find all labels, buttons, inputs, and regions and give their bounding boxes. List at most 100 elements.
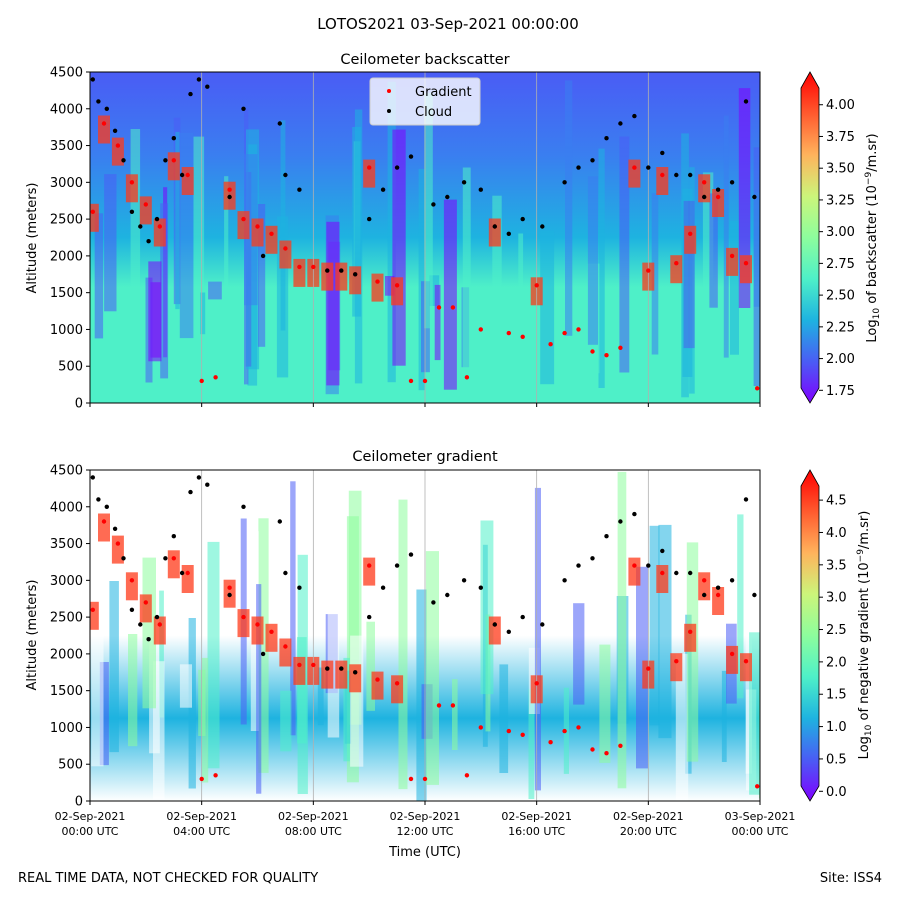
gradient-point: [115, 143, 121, 148]
cloud-point: [646, 165, 651, 170]
strong-echo-band: [237, 609, 250, 638]
cloud-point: [353, 272, 358, 277]
gradient-point: [283, 644, 288, 649]
field-streak: [649, 525, 660, 726]
gradient-point: [143, 600, 148, 605]
cloud-point: [325, 268, 330, 273]
gradient-point: [715, 592, 721, 598]
field-streak: [686, 542, 699, 762]
strong-echo-band: [726, 645, 739, 674]
strong-echo-band: [125, 572, 138, 601]
gradient-point: [283, 246, 288, 251]
field-streak: [179, 664, 192, 708]
strong-echo-band: [391, 277, 404, 306]
colorbar-tick-label: 0.0: [826, 785, 847, 800]
field-streak: [518, 233, 524, 364]
cloud-point: [163, 556, 168, 561]
x-tick-time: 04:00 UTC: [173, 825, 230, 838]
gradient-point: [674, 659, 679, 664]
strong-echo-band: [363, 159, 376, 188]
cloud-point: [196, 77, 202, 82]
strong-echo-band: [698, 174, 711, 203]
strong-echo-band: [265, 225, 278, 254]
cloud-point: [171, 534, 176, 539]
field-streak: [534, 487, 541, 791]
gradient-point: [729, 253, 735, 259]
gradient-point: [660, 172, 665, 178]
strong-echo-band: [684, 225, 697, 254]
gradient-ylabel: Altitude (meters): [25, 580, 40, 691]
cloud-point: [121, 158, 126, 163]
field-streak: [651, 193, 659, 355]
cloud-point: [146, 637, 151, 642]
cloud-point: [163, 158, 168, 163]
field-streak: [462, 167, 471, 390]
gradient-point: [729, 651, 735, 657]
gradient-markers: [90, 475, 760, 789]
y-tick-label: 1000: [50, 721, 83, 736]
strong-echo-band: [181, 167, 194, 195]
cloud-point: [96, 99, 101, 104]
x-tick-date: 02-Sep-2021: [613, 810, 684, 823]
strong-echo-band: [740, 653, 752, 682]
gradient-point: [311, 264, 316, 270]
field-streak: [244, 154, 258, 306]
gradient-point: [464, 375, 470, 380]
gradient-point: [157, 224, 162, 229]
backscatter-colorbar-label-mid: of backscatter (10: [865, 185, 880, 308]
gradient-point: [297, 264, 302, 270]
cloud-point: [674, 570, 679, 576]
cloud-point: [353, 670, 358, 675]
strong-echo-band: [726, 247, 739, 276]
gradient-y-ticks: 0 500 1000 1500 2000 2500 3000 3500 4000 4500: [50, 464, 90, 810]
field-streak: [617, 471, 627, 789]
site-label: Site: ISS4: [820, 871, 882, 886]
strong-echo-band: [656, 167, 669, 195]
colorbar-tick-label: 3.0: [826, 591, 847, 606]
cloud-point: [260, 253, 266, 259]
backscatter-colorbar-label-sup: −9: [864, 172, 874, 186]
legend[interactable]: Gradient Cloud: [369, 77, 481, 126]
gradient-point: [436, 305, 442, 310]
cloud-point: [367, 216, 372, 222]
legend-cloud-label: Cloud: [415, 105, 452, 120]
field-streak: [200, 292, 206, 335]
strong-echo-band: [90, 601, 99, 630]
cloud-point: [138, 224, 143, 229]
y-tick-label: 2000: [50, 249, 83, 264]
gradient-point: [464, 773, 470, 778]
strong-echo-band: [139, 196, 152, 225]
gradient-colorbar-label-sub: 10: [864, 724, 874, 736]
legend-box: [369, 77, 481, 126]
strong-echo-band: [363, 557, 376, 586]
x-tick-time: 08:00 UTC: [285, 825, 342, 838]
gradient-point: [129, 180, 135, 185]
cloud-point: [729, 578, 735, 583]
strong-echo-band: [293, 656, 306, 685]
cloud-point: [171, 136, 176, 141]
field-streak: [91, 621, 104, 767]
gradient-title: Ceilometer gradient: [352, 449, 498, 465]
gradient-point: [269, 231, 274, 236]
gradient-point: [422, 776, 428, 782]
cloud-point: [604, 534, 609, 539]
y-tick-label: 3500: [50, 537, 83, 552]
gradient-point: [375, 279, 380, 284]
gradient-point: [646, 666, 651, 671]
field-streak: [398, 499, 408, 790]
gradient-point: [101, 121, 107, 126]
strong-echo-band: [670, 255, 683, 284]
strong-echo-band: [321, 262, 334, 291]
gradient-point: [478, 327, 483, 332]
gradient-point: [297, 662, 302, 668]
cloud-point: [112, 526, 118, 531]
cloud-point: [112, 128, 118, 133]
field-streak: [130, 129, 141, 353]
backscatter-markers: [90, 77, 760, 391]
y-tick-label: 3000: [50, 574, 83, 589]
cloud-point: [576, 165, 581, 170]
field-streak: [257, 204, 266, 347]
gradient-point: [674, 261, 679, 266]
gradient-point: [604, 353, 609, 358]
gradient-point: [534, 283, 539, 288]
